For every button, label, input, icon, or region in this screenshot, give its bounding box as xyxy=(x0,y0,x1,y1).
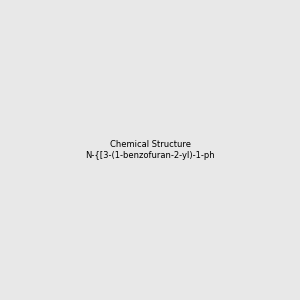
Text: Chemical Structure
N-{[3-(1-benzofuran-2-yl)-1-ph: Chemical Structure N-{[3-(1-benzofuran-2… xyxy=(85,140,215,160)
